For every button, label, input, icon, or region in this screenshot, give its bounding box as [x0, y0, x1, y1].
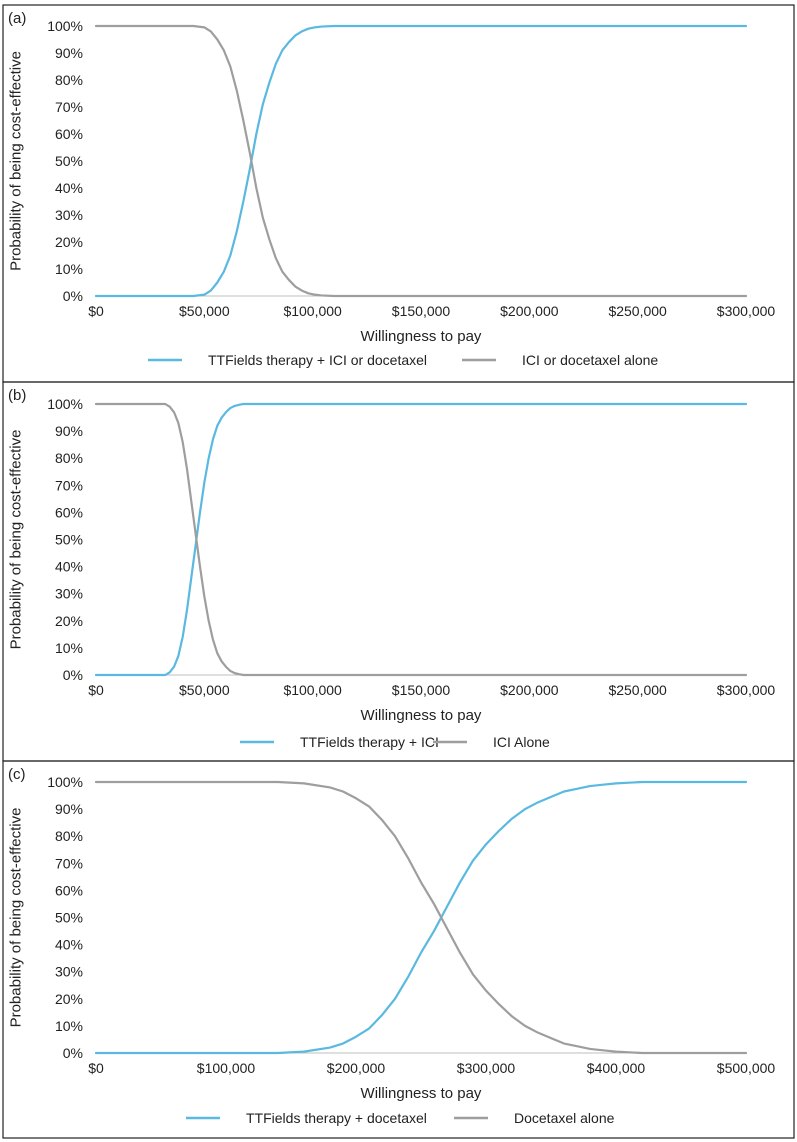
legend-label: ICI or docetaxel alone — [522, 352, 658, 368]
panel-border — [2, 760, 795, 1139]
x-tick-label: $100,000 — [283, 303, 342, 319]
x-tick-label: $0 — [88, 303, 104, 319]
y-tick-label: 10% — [55, 1018, 83, 1034]
x-tick-label: $100,000 — [283, 682, 342, 698]
y-tick-label: 50% — [55, 910, 83, 926]
legend-label: ICI Alone — [493, 734, 550, 750]
x-tick-label: $500,000 — [717, 1060, 776, 1076]
x-tick-label: $300,000 — [717, 303, 776, 319]
y-tick-label: 60% — [55, 126, 83, 142]
y-tick-label: 40% — [55, 937, 83, 953]
series-line-1 — [94, 402, 748, 677]
y-tick-label: 20% — [55, 613, 83, 629]
x-tick-label: $0 — [88, 1060, 104, 1076]
x-tick-label: $200,000 — [327, 1060, 386, 1076]
chart-panel: (a) 0% 10% 20% 30% 40% 50% 60% 70% 80% 90% 100% $0 $5… — [2, 4, 795, 383]
legend-label: TTFields therapy + docetaxel — [246, 1110, 427, 1126]
y-tick-label: 100% — [47, 774, 83, 790]
x-axis-title: Willingness to pay — [361, 1085, 482, 1102]
y-tick-label: 100% — [47, 396, 83, 412]
panel-border — [2, 381, 795, 762]
x-tick-label: $50,000 — [179, 682, 230, 698]
x-tick-label: $250,000 — [608, 682, 667, 698]
x-tick-label: $150,000 — [392, 682, 451, 698]
y-tick-label: 60% — [55, 882, 83, 898]
y-axis-title: Probability of being cost-effective — [8, 430, 25, 650]
y-tick-label: 30% — [55, 586, 83, 602]
y-tick-label: 50% — [55, 532, 83, 548]
y-tick-label: 40% — [55, 180, 83, 196]
panel-label: (c) — [8, 766, 26, 783]
x-tick-label: $100,000 — [197, 1060, 256, 1076]
y-tick-label: 30% — [55, 964, 83, 980]
panel-label: (a) — [8, 10, 26, 27]
x-tick-label: $200,000 — [500, 682, 559, 698]
x-tick-label: $300,000 — [717, 682, 776, 698]
y-tick-label: 10% — [55, 261, 83, 277]
legend-item: TTFields therapy + ICI — [240, 734, 439, 750]
x-tick-label: $0 — [88, 682, 104, 698]
y-axis-title: Probability of being cost-effective — [8, 808, 25, 1028]
x-tick-label: $300,000 — [457, 1060, 516, 1076]
y-tick-label: 10% — [55, 640, 83, 656]
x-axis-title: Willingness to pay — [361, 707, 482, 724]
y-tick-label: 0% — [63, 288, 83, 304]
legend-item: TTFields therapy + docetaxel — [186, 1110, 427, 1126]
panel-border — [2, 4, 795, 383]
panel-label: (b) — [8, 387, 26, 404]
legend-item: TTFields therapy + ICI or docetaxel — [148, 352, 427, 368]
legend-item: Docetaxel alone — [454, 1110, 615, 1126]
y-tick-label: 60% — [55, 504, 83, 520]
legend-item: ICI Alone — [433, 734, 550, 750]
y-tick-label: 50% — [55, 153, 83, 169]
y-axis-title: Probability of being cost-effective — [8, 51, 25, 271]
y-tick-label: 80% — [55, 72, 83, 88]
y-tick-label: 90% — [55, 801, 83, 817]
y-tick-label: 90% — [55, 423, 83, 439]
series-line-1 — [94, 24, 748, 298]
y-tick-label: 80% — [55, 828, 83, 844]
series-line-2 — [94, 780, 748, 1055]
y-tick-label: 80% — [55, 450, 83, 466]
x-tick-label: $400,000 — [587, 1060, 646, 1076]
y-tick-label: 0% — [63, 1045, 83, 1061]
x-tick-label: $150,000 — [392, 303, 451, 319]
y-tick-label: 70% — [55, 99, 83, 115]
x-tick-label: $50,000 — [179, 303, 230, 319]
legend-label: Docetaxel alone — [514, 1110, 615, 1126]
series-line-2 — [94, 402, 748, 677]
y-tick-label: 0% — [63, 667, 83, 683]
y-tick-label: 20% — [55, 991, 83, 1007]
chart-panel: (b) 0% 10% 20% 30% 40% 50% 60% 70% 80% 90% 100% $0 $5… — [2, 381, 795, 762]
y-tick-label: 70% — [55, 477, 83, 493]
y-tick-label: 70% — [55, 855, 83, 871]
legend-label: TTFields therapy + ICI or docetaxel — [208, 352, 427, 368]
y-tick-label: 40% — [55, 559, 83, 575]
y-tick-label: 100% — [47, 18, 83, 34]
x-tick-label: $200,000 — [500, 303, 559, 319]
legend-label: TTFields therapy + ICI — [300, 734, 439, 750]
y-tick-label: 90% — [55, 45, 83, 61]
chart-panel: (c) 0% 10% 20% 30% 40% 50% 60% 70% 80% 90% 100% $0 $1… — [2, 760, 795, 1139]
series-line-2 — [94, 24, 748, 298]
series-line-1 — [94, 780, 748, 1055]
legend-item: ICI or docetaxel alone — [462, 352, 658, 368]
x-tick-label: $250,000 — [608, 303, 667, 319]
x-axis-title: Willingness to pay — [361, 328, 482, 345]
y-tick-label: 30% — [55, 207, 83, 223]
y-tick-label: 20% — [55, 234, 83, 250]
